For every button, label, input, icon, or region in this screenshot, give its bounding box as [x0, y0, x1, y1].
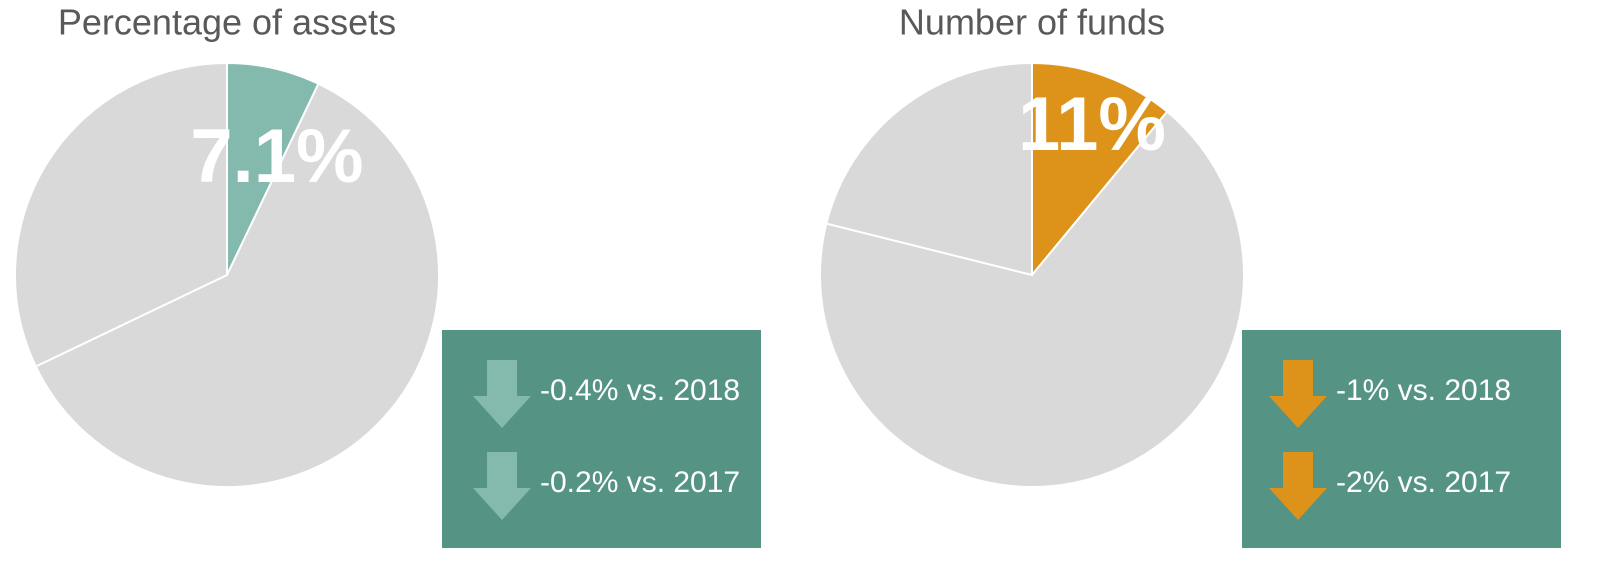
annotation: -1% vs. 2018 — [1336, 374, 1511, 407]
pie-slice — [34, 82, 440, 488]
slice-label: 11% — [1018, 82, 1166, 167]
down-arrow — [1269, 360, 1327, 428]
slice-label: 7.1% — [190, 114, 363, 199]
down-arrow — [473, 360, 531, 428]
down-arrow — [473, 452, 531, 520]
pie-slice — [825, 61, 1033, 277]
chart-title: Number of funds — [899, 2, 1165, 43]
pie-slice — [819, 110, 1245, 489]
down-arrow — [1269, 452, 1327, 520]
annotation: -0.4% vs. 2018 — [540, 374, 740, 407]
annotation: -2% vs. 2017 — [1336, 466, 1511, 499]
chart-title: Percentage of assets — [58, 2, 396, 43]
pie-slice — [1031, 61, 1169, 278]
pie-slice — [14, 61, 228, 368]
annotation: -0.2% vs. 2017 — [540, 466, 740, 499]
